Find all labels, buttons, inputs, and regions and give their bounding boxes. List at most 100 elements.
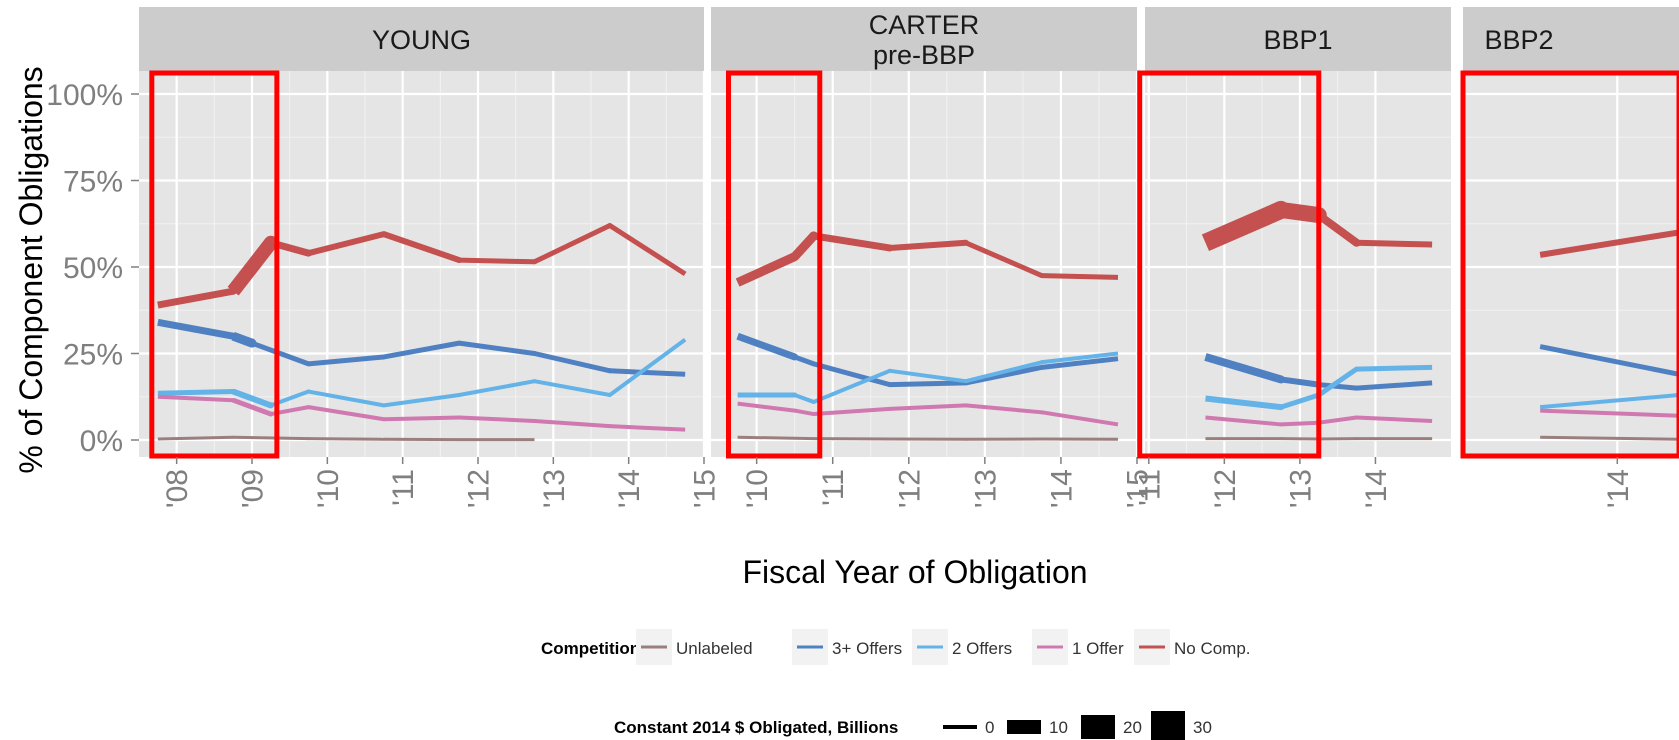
x-tick-label: '10 [741,469,774,508]
line-joint [607,368,613,374]
line-segment [308,354,385,367]
chart-panels: 0% 25% 50% 75% 100% YOUNG '08 '09 '10 '11 '12 '13 '1… [46,7,1679,508]
line-joint [381,403,386,408]
legend-title: Constant 2014 $ Obligated, Billions [614,718,898,737]
series-1-offer [1540,408,1679,418]
line-segment [383,415,460,422]
x-tick-label: '12 [1209,469,1242,508]
line-segment [889,403,966,411]
line-segment [157,318,234,340]
line-segment [1539,229,1679,258]
line-segment [534,418,610,429]
line-segment [608,223,687,277]
line-segment [1205,395,1282,411]
line-joint [229,332,237,340]
line-segment [889,368,967,384]
highlight-box [725,70,823,459]
size-legend: Constant 2014 $ Obligated, Billions 0 10 20… [614,711,1212,740]
line-segment [1041,273,1119,280]
line-segment [1280,392,1320,410]
size-label: 10 [1049,718,1068,737]
line-joint [1352,238,1361,247]
line-joint [268,411,274,417]
line-joint [607,424,612,429]
line-joint [1277,375,1285,384]
series-no-comp [1201,200,1433,252]
line-joint [886,244,894,252]
line-joint [532,351,537,356]
line-joint [306,361,311,367]
line-segment [383,340,460,360]
line-joint [229,287,237,295]
line-segment [1204,353,1283,384]
size-legend-item: 20 [1081,715,1142,739]
line-joint [811,399,816,404]
x-tick-label: '11 [1133,469,1166,506]
highlight-box [149,70,280,459]
x-tick-label: '08 [161,469,194,508]
line-joint [231,398,236,403]
line-segment [1540,408,1679,418]
line-segment [308,437,384,441]
line-segment [737,401,795,413]
line-segment [813,361,891,388]
series-3-offers [1204,353,1433,391]
line-joint [887,406,892,411]
y-tick-label: 100% [46,79,123,112]
line-joint [1039,364,1045,370]
series-2-offers [1539,393,1679,410]
legend-label: 1 Offer [1072,639,1124,658]
line-joint [230,389,236,395]
facet-strip [1145,7,1451,71]
legend-label: 2 Offers [952,639,1012,658]
legend-label: No Comp. [1174,639,1251,658]
series-2-offers [737,351,1119,404]
line-segment [1356,364,1433,372]
size-legend-item: 30 [1151,711,1212,740]
line-joint [809,231,819,241]
line-segment [965,364,1043,386]
line-joint [887,382,893,388]
y-tick-label: 75% [63,166,123,199]
series-no-comp [1539,229,1679,258]
legend-item-1-offer: 1 Offer [1032,629,1124,665]
y-axis: 0% 25% 50% 75% 100% [46,79,139,458]
line-segment [534,379,611,397]
line-segment [608,338,687,397]
line-segment [458,340,535,356]
legend-item-2-offers: 2 Offers [912,629,1012,665]
line-joint [791,353,799,361]
line-segment [1356,239,1433,248]
line-segment [1540,435,1679,441]
facet-label: pre-BBP [873,40,975,70]
competition-legend: Competition Unlabeled 3+ Offers 2 Offers 1 O… [541,629,1251,665]
line-segment [1539,344,1679,377]
line-segment [1318,382,1357,391]
line-segment [157,287,234,309]
x-tick-label: '14 [613,469,646,508]
line-segment [1318,415,1357,425]
line-joint [792,408,797,413]
facet-panel-bbp2: BBP2 '14 [1460,7,1679,508]
y-tick-label: 25% [63,339,123,372]
line-joint [811,412,816,417]
line-joint [1279,437,1283,441]
line-joint [1040,437,1044,441]
series-1-offer [157,394,686,432]
line-segment [157,394,234,403]
line-joint [231,435,235,439]
line-segment [794,408,815,417]
series-3-offers [736,332,1119,388]
line-joint [964,437,968,441]
line-joint [532,379,537,384]
line-joint [247,338,257,348]
line-segment [609,368,686,377]
series-no-comp [735,231,1119,287]
line-segment [382,231,461,263]
line-joint [1279,422,1283,427]
series-1-offer [1205,415,1433,427]
line-segment [458,379,535,397]
line-segment [965,403,1043,415]
line-joint [1278,404,1284,411]
